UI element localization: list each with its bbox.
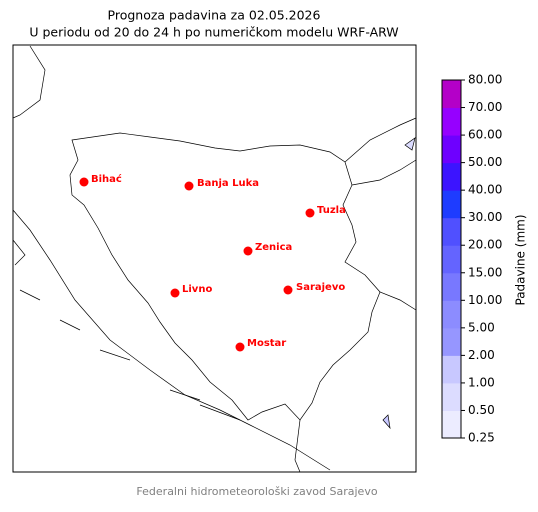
city-markers — [79, 177, 315, 352]
colorbar-band — [442, 245, 461, 274]
colorbar-band — [442, 327, 461, 356]
subtitle: U periodu od 20 do 24 h po numeričkom mo… — [29, 25, 398, 40]
city-label: Mostar — [247, 338, 286, 349]
colorbar-tick-label: 80.00 — [468, 73, 502, 87]
colorbar-band — [442, 217, 461, 246]
colorbar-band — [442, 190, 461, 219]
colorbar-band — [442, 355, 461, 384]
colorbar-tick-label: 20.00 — [468, 238, 502, 252]
map-frame — [12, 44, 417, 473]
colorbar-tick-label: 15.00 — [468, 265, 502, 279]
colorbar-tick-label: 30.00 — [468, 210, 502, 224]
city-marker — [305, 208, 315, 218]
city-label: Livno — [182, 284, 212, 295]
colorbar-tick-label: 5.00 — [468, 320, 495, 334]
colorbar: 0.25 0.50 1.00 2.00 5.00 10.00 15.00 20.00 30.00… — [441, 73, 502, 445]
colorbar-band — [442, 272, 461, 301]
colorbar-tick-label: 50.00 — [468, 155, 502, 169]
colorbar-band — [442, 410, 461, 439]
colorbar-band — [442, 107, 461, 136]
city-marker — [184, 181, 194, 191]
colorbar-tick-label: 0.25 — [468, 431, 495, 445]
colorbar-tick-label: 1.00 — [468, 375, 495, 389]
city-marker — [235, 342, 245, 352]
colorbar-label: Padavine (mm) — [514, 214, 528, 305]
colorbar-band — [442, 80, 461, 109]
colorbar-frame — [441, 79, 462, 439]
colorbar-tick-label: 40.00 — [468, 183, 502, 197]
city-label: Zenica — [255, 242, 292, 253]
city-marker — [79, 177, 89, 187]
city-label: Banja Luka — [197, 178, 259, 189]
city-marker — [283, 285, 293, 295]
colorbar-tick-label: 60.00 — [468, 128, 502, 142]
colorbar-band — [442, 300, 461, 329]
colorbar-tick-label: 2.00 — [468, 348, 495, 362]
borders — [12, 45, 417, 473]
colorbar-band — [442, 135, 461, 164]
colorbar-tick-label: 10.00 — [468, 293, 502, 307]
city-marker — [243, 246, 253, 256]
city-label: Tuzla — [317, 205, 346, 216]
colorbar-band — [442, 162, 461, 191]
colorbar-tick-label: 70.00 — [468, 100, 502, 114]
title: Prognoza padavina za 02.05.2026 — [108, 8, 321, 23]
city-label: Bihać — [91, 173, 122, 185]
colorbar-tick-label: 0.50 — [468, 403, 495, 417]
footer: Federalni hidrometeorološki zavod Saraje… — [136, 485, 377, 498]
city-label: Sarajevo — [296, 282, 345, 293]
city-marker — [170, 288, 180, 298]
colorbar-band — [442, 382, 461, 411]
